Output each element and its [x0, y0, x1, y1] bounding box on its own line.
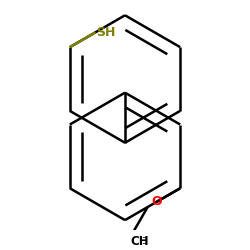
Text: 3: 3 — [141, 237, 146, 246]
Text: O: O — [151, 196, 162, 208]
Text: CH: CH — [130, 235, 149, 248]
Text: SH: SH — [96, 26, 116, 39]
